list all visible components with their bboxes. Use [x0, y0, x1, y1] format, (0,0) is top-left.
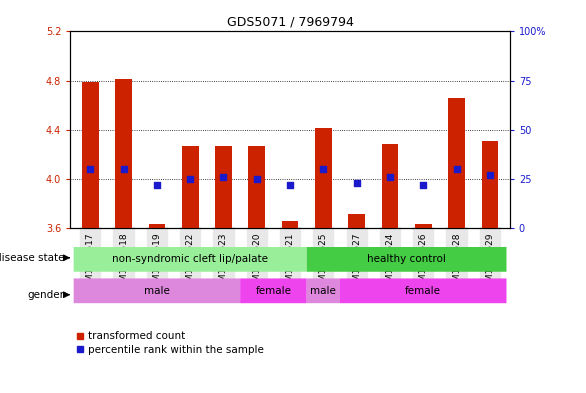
Point [485, 172, 495, 178]
Text: female: female [255, 286, 291, 296]
Point [285, 182, 295, 188]
FancyBboxPatch shape [74, 247, 306, 272]
Point [385, 174, 394, 180]
FancyBboxPatch shape [240, 278, 306, 303]
Text: disease state: disease state [0, 253, 64, 263]
FancyBboxPatch shape [306, 278, 340, 303]
Legend: transformed count, percentile rank within the sample: transformed count, percentile rank withi… [76, 331, 264, 354]
Bar [248, 146, 265, 228]
Point [119, 166, 128, 172]
Text: gender: gender [28, 290, 64, 300]
Bar [381, 144, 398, 228]
FancyBboxPatch shape [340, 278, 506, 303]
Bar [182, 146, 199, 228]
Point [352, 180, 362, 186]
Point [219, 174, 228, 180]
Point [86, 166, 95, 172]
Bar [115, 79, 132, 228]
Point [319, 166, 328, 172]
Point [452, 166, 461, 172]
Title: GDS5071 / 7969794: GDS5071 / 7969794 [227, 16, 353, 29]
Text: healthy control: healthy control [367, 254, 446, 264]
Bar [282, 220, 298, 228]
FancyBboxPatch shape [74, 278, 240, 303]
Point [418, 182, 428, 188]
Bar [215, 146, 232, 228]
Text: non-syndromic cleft lip/palate: non-syndromic cleft lip/palate [112, 254, 268, 264]
Text: female: female [406, 286, 441, 296]
Bar [149, 224, 165, 228]
Text: male: male [144, 286, 170, 296]
Bar [415, 224, 431, 228]
FancyBboxPatch shape [306, 247, 506, 272]
Text: male: male [311, 286, 336, 296]
Bar [315, 129, 332, 228]
Point [152, 182, 162, 188]
Bar [448, 98, 465, 228]
Bar [82, 82, 98, 228]
Point [186, 176, 195, 182]
Bar [482, 141, 498, 228]
Point [252, 176, 261, 182]
Bar [348, 215, 365, 228]
